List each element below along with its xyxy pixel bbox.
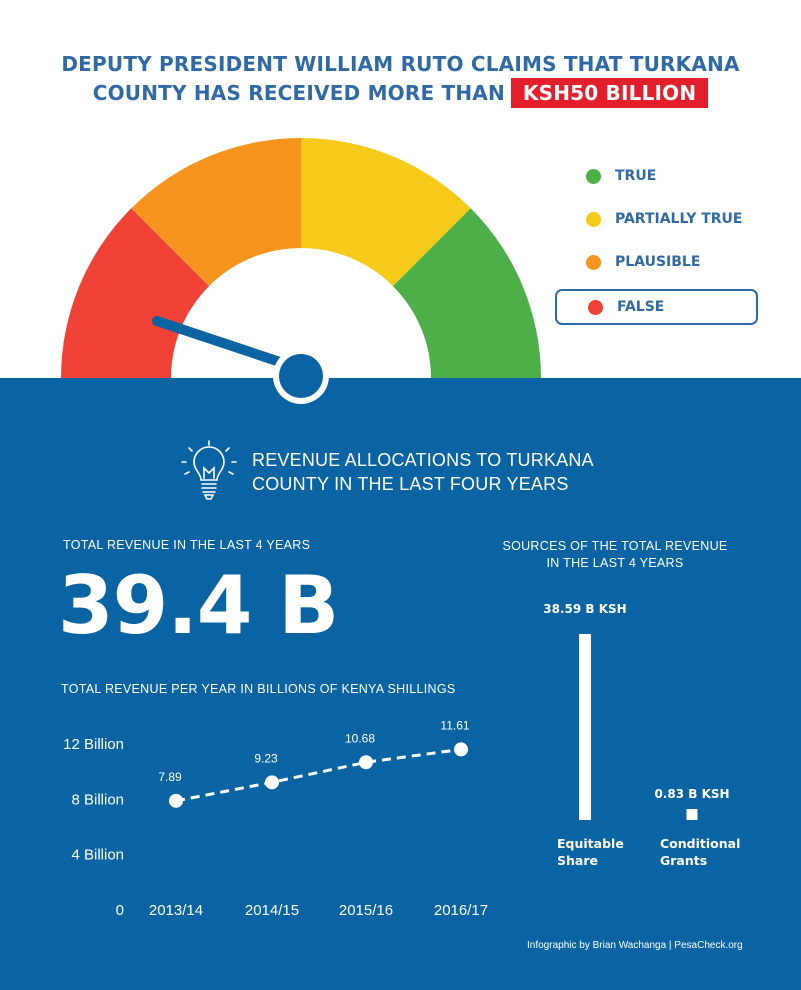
revenue-charts: 0 4 Billion 8 Billion 12 Billion 2013/14 2014… <box>63 602 740 919</box>
gauge-segments <box>61 138 541 378</box>
x-tick-label: 2013/14 <box>149 902 203 919</box>
series-line <box>175 747 462 803</box>
title-line-1: DEPUTY PRESIDENT WILLIAM RUTO CLAIMS THA… <box>61 52 740 76</box>
title-highlight: KSH50 BILLION <box>510 78 709 108</box>
title-line-2-text: COUNTY HAS RECEIVED MORE THAN <box>92 81 505 105</box>
data-label: 11.61 <box>440 718 469 732</box>
bar-value-label: 38.59 B KSH <box>543 602 626 616</box>
legend-item-false: FALSE <box>555 289 758 325</box>
legend-dot-false <box>588 300 603 315</box>
y-tick-label: 4 Billion <box>71 847 124 864</box>
verdict-gauge <box>61 138 541 378</box>
needle-arm <box>152 316 297 371</box>
revenue-panel: REVENUE ALLOCATIONS TO TURKANA COUNTY IN… <box>0 378 801 990</box>
verdict-legend: TRUE PARTIALLY TRUE PLAUSIBLE FALSE <box>555 160 765 336</box>
line-chart-label: TOTAL REVENUE PER YEAR IN BILLIONS OF KE… <box>61 682 456 696</box>
data-label: 9.23 <box>254 751 278 765</box>
bar-equitable-share <box>579 634 591 820</box>
x-tick-label: 2015/16 <box>339 902 393 919</box>
sources-label-line-2: IN THE LAST 4 YEARS <box>546 556 684 570</box>
data-label: 10.68 <box>345 731 375 745</box>
legend-item-true: TRUE <box>555 160 765 192</box>
gauge-segment-partially-true <box>301 138 471 287</box>
panel-title-line-1: REVENUE ALLOCATIONS TO TURKANA <box>252 450 594 470</box>
total-revenue-value: 39.4 B <box>58 559 339 652</box>
panel-title-line-2: COUNTY IN THE LAST FOUR YEARS <box>252 474 569 494</box>
legend-dot-plausible <box>586 255 601 270</box>
y-tick-label: 12 Billion <box>63 736 124 753</box>
x-tick-label: 2016/17 <box>434 902 488 919</box>
bar-conditional-grants <box>686 809 698 820</box>
legend-item-partially-true: PARTIALLY TRUE <box>555 203 765 235</box>
bar-category-label: Conditional <box>660 836 740 851</box>
bar-category-label: Grants <box>660 853 707 868</box>
legend-item-plausible: PLAUSIBLE <box>555 246 765 278</box>
data-point <box>454 742 468 757</box>
total-revenue-label: TOTAL REVENUE IN THE LAST 4 YEARS <box>63 538 311 552</box>
legend-dot-true <box>586 169 601 184</box>
data-point <box>359 755 373 770</box>
y-tick-label: 0 <box>116 902 124 919</box>
line-chart: 0 4 Billion 8 Billion 12 Billion 2013/14 2014… <box>63 718 488 919</box>
credit-text: Infographic by Brian Wachanga | PesaChec… <box>527 940 743 951</box>
legend-label-false: FALSE <box>617 299 665 315</box>
title-line-2: COUNTY HAS RECEIVED MORE THAN KSH50 BILLI… <box>0 78 801 108</box>
data-point <box>169 793 183 808</box>
gauge-segment-false <box>61 208 210 378</box>
sources-bar-chart: 38.59 B KSH Equitable Share 0.83 B KSH Condi… <box>543 602 740 868</box>
panel-title: REVENUE ALLOCATIONS TO TURKANA COUNTY IN… <box>252 448 594 496</box>
page-title: DEPUTY PRESIDENT WILLIAM RUTO CLAIMS THA… <box>0 50 801 108</box>
bar-value-label: 0.83 B KSH <box>654 787 729 801</box>
bar-category-label: Equitable <box>557 836 624 851</box>
x-tick-label: 2014/15 <box>245 902 299 919</box>
sources-label: SOURCES OF THE TOTAL REVENUE IN THE LAST… <box>490 538 740 572</box>
sources-label-line-1: SOURCES OF THE TOTAL REVENUE <box>502 539 728 553</box>
gauge-segment-true <box>392 208 541 378</box>
data-point <box>265 775 279 790</box>
y-tick-label: 8 Billion <box>71 791 124 808</box>
legend-dot-partially-true <box>586 212 601 227</box>
lightbulb-icon <box>181 440 237 500</box>
legend-label-plausible: PLAUSIBLE <box>615 254 701 270</box>
bar-category-label: Share <box>557 853 598 868</box>
legend-label-true: TRUE <box>615 168 657 184</box>
gauge-segment-plausible <box>131 138 301 287</box>
gauge-needle <box>152 316 297 371</box>
legend-label-partially-true: PARTIALLY TRUE <box>615 211 743 227</box>
data-label: 7.89 <box>158 770 182 784</box>
